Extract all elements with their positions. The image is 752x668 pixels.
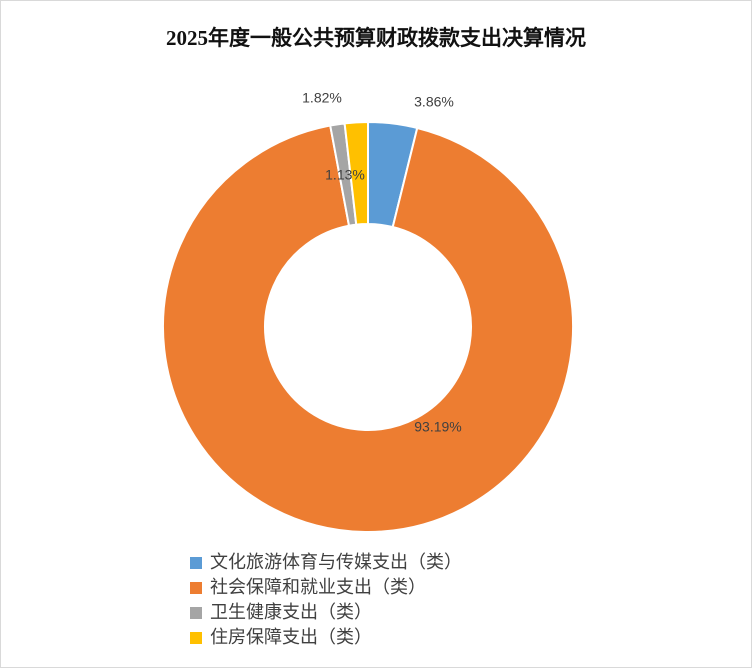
legend-swatch xyxy=(190,557,202,569)
legend-label: 卫生健康支出（类） xyxy=(210,602,372,623)
chart-title: 2025年度一般公共预算财政拨款支出决算情况 xyxy=(166,26,586,50)
data-label: 1.13% xyxy=(325,167,365,183)
data-label: 93.19% xyxy=(414,419,461,435)
legend-swatch xyxy=(190,632,202,644)
data-label: 1.82% xyxy=(302,90,342,106)
legend-label: 社会保障和就业支出（类） xyxy=(210,577,426,598)
slice xyxy=(162,124,574,533)
legend-swatch xyxy=(190,582,202,594)
legend-label: 文化旅游体育与传媒支出（类） xyxy=(210,552,462,573)
legend-swatch xyxy=(190,607,202,619)
data-label: 3.86% xyxy=(414,94,454,110)
slice xyxy=(343,120,369,226)
legend-label: 住房保障支出（类） xyxy=(210,627,372,648)
